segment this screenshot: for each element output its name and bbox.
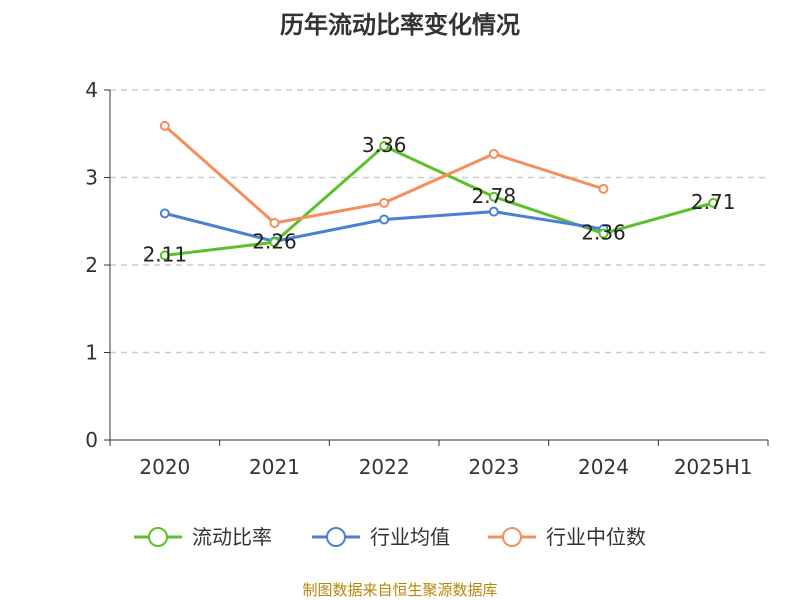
legend-label-industry-mean: 行业均值 — [370, 525, 450, 549]
axes: 0 1 2 3 4 2020 2021 2022 2023 2024 2025H1 — [85, 78, 769, 479]
legend-swatch-marker-current-ratio — [148, 527, 168, 547]
series-points — [159, 120, 719, 261]
data-point-current-ratio — [488, 191, 499, 202]
data-label-current-ratio: 2.78 — [472, 184, 517, 208]
data-label-current-ratio: 2.36 — [581, 221, 626, 245]
legend-label-current-ratio: 流动比率 — [192, 525, 272, 549]
data-point-current-ratio — [708, 197, 719, 208]
data-point-current-ratio — [159, 250, 170, 261]
data-point-industry-median — [488, 148, 499, 159]
y-tick-label: 2 — [85, 253, 98, 277]
legend-swatch-marker-industry-median — [502, 527, 522, 547]
data-label-current-ratio: 3.36 — [362, 133, 407, 157]
chart-title: 历年流动比率变化情况 — [280, 11, 520, 39]
data-point-industry-median — [598, 183, 609, 194]
data-labels: 2.11 2.26 3.36 2.78 2.36 2.71 — [143, 133, 736, 266]
data-point-industry-median — [379, 197, 390, 208]
y-tick-label: 3 — [85, 166, 98, 190]
data-point-industry-median — [159, 120, 170, 131]
series-lines — [163, 124, 715, 257]
data-point-current-ratio — [269, 237, 280, 248]
series-line-current-ratio — [163, 144, 715, 257]
legend: 流动比率 行业均值 行业中位数 — [134, 525, 646, 549]
x-tick-label: 2024 — [578, 455, 629, 479]
data-label-current-ratio: 2.71 — [691, 190, 736, 214]
grid-lines — [110, 89, 768, 354]
data-point-industry-mean — [159, 208, 170, 219]
x-tick-label: 2020 — [139, 455, 190, 479]
source-note: 制图数据来自恒生聚源数据库 — [302, 581, 497, 599]
y-tick-label: 1 — [85, 341, 98, 365]
data-point-current-ratio — [598, 228, 609, 239]
x-tick-label: 2022 — [359, 455, 410, 479]
y-tick-label: 0 — [85, 428, 98, 452]
data-point-industry-mean — [488, 206, 499, 217]
y-tick-label: 4 — [85, 78, 98, 102]
x-tick-label: 2025H1 — [674, 455, 753, 479]
x-tick-label: 2021 — [249, 455, 300, 479]
data-point-current-ratio — [379, 141, 390, 151]
data-label-current-ratio: 2.26 — [252, 229, 297, 253]
data-point-industry-mean — [379, 214, 390, 225]
legend-swatch-marker-industry-mean — [326, 527, 346, 547]
data-label-current-ratio: 2.11 — [143, 242, 188, 266]
data-point-industry-median — [269, 218, 280, 228]
legend-label-industry-median: 行业中位数 — [546, 525, 646, 549]
x-tick-label: 2023 — [468, 455, 519, 479]
